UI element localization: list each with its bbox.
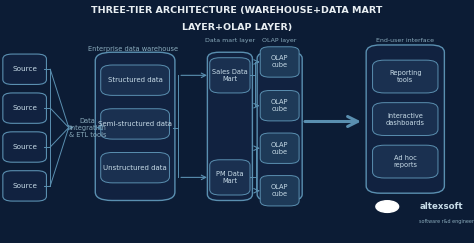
Text: altexsoft: altexsoft <box>419 202 463 211</box>
Text: Data mart layer: Data mart layer <box>205 38 255 43</box>
FancyBboxPatch shape <box>100 153 169 183</box>
Text: LAYER+OLAP LAYER): LAYER+OLAP LAYER) <box>182 23 292 32</box>
Text: Structured data: Structured data <box>108 77 163 83</box>
Text: OLAP
cube: OLAP cube <box>271 184 288 197</box>
Text: THREE-TIER ARCHITECTURE (WAREHOUSE+DATA MART: THREE-TIER ARCHITECTURE (WAREHOUSE+DATA … <box>91 6 383 15</box>
Text: Ad hoc
reports: Ad hoc reports <box>393 155 417 168</box>
FancyBboxPatch shape <box>3 132 46 162</box>
FancyBboxPatch shape <box>260 133 299 163</box>
Text: Data
integration
& ETL tools: Data integration & ETL tools <box>69 118 107 138</box>
FancyBboxPatch shape <box>3 54 46 85</box>
Text: OLAP
cube: OLAP cube <box>271 142 288 155</box>
FancyBboxPatch shape <box>210 58 250 93</box>
FancyBboxPatch shape <box>373 145 438 178</box>
FancyBboxPatch shape <box>210 160 250 195</box>
Text: Source: Source <box>12 183 37 189</box>
FancyBboxPatch shape <box>95 52 175 200</box>
Text: Semi-structured data: Semi-structured data <box>98 121 172 127</box>
Text: End-user interface: End-user interface <box>376 38 434 43</box>
Text: PM Data
Mart: PM Data Mart <box>216 171 244 184</box>
FancyBboxPatch shape <box>260 175 299 206</box>
FancyBboxPatch shape <box>100 109 169 139</box>
Text: OLAP
cube: OLAP cube <box>271 55 288 69</box>
Text: OLAP layer: OLAP layer <box>263 38 297 43</box>
FancyBboxPatch shape <box>257 52 302 200</box>
FancyBboxPatch shape <box>366 45 444 193</box>
Text: Unstructured data: Unstructured data <box>103 165 167 171</box>
Text: OLAP
cube: OLAP cube <box>271 99 288 112</box>
FancyBboxPatch shape <box>3 93 46 123</box>
FancyBboxPatch shape <box>100 65 169 95</box>
Text: Interactive
dashboards: Interactive dashboards <box>386 113 425 126</box>
Text: software r&d engineering: software r&d engineering <box>419 219 474 224</box>
FancyBboxPatch shape <box>260 47 299 77</box>
FancyBboxPatch shape <box>373 103 438 136</box>
Text: Enterprise data warehouse: Enterprise data warehouse <box>88 46 178 52</box>
Text: a: a <box>383 201 391 212</box>
Circle shape <box>376 201 399 212</box>
Text: Reporting
tools: Reporting tools <box>389 70 421 83</box>
FancyBboxPatch shape <box>260 91 299 121</box>
Text: Source: Source <box>12 144 37 150</box>
Text: Source: Source <box>12 66 37 72</box>
Text: Sales Data
Mart: Sales Data Mart <box>212 69 248 82</box>
Text: Source: Source <box>12 105 37 111</box>
FancyBboxPatch shape <box>207 52 252 200</box>
FancyBboxPatch shape <box>3 171 46 201</box>
FancyBboxPatch shape <box>373 60 438 93</box>
